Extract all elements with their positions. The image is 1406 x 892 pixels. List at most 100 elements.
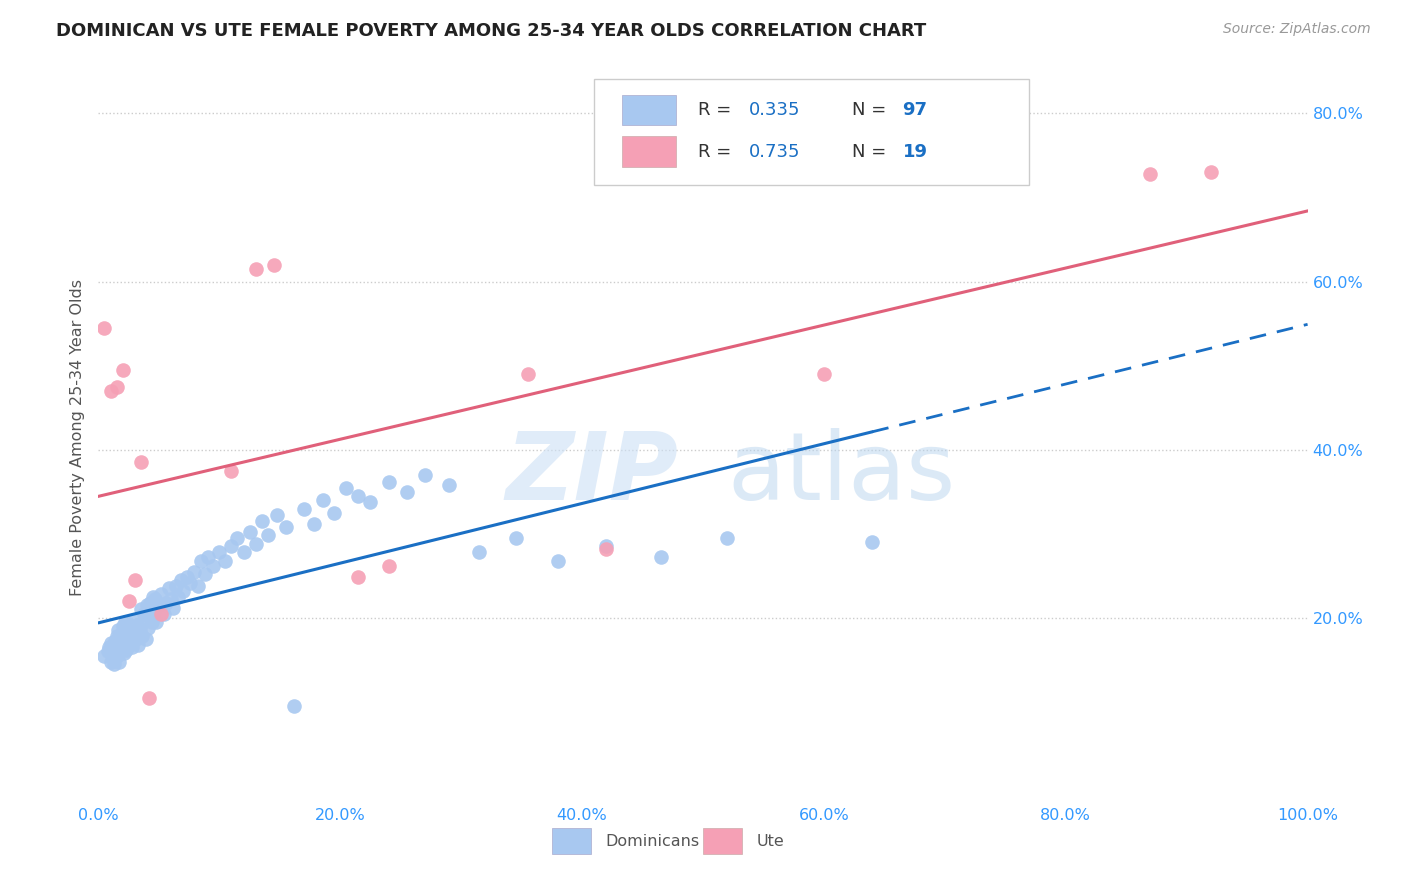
Point	[263, 258, 285, 272]
Point	[143, 592, 166, 607]
Text: 19: 19	[903, 143, 928, 161]
Point	[239, 525, 262, 540]
Point	[595, 540, 617, 554]
Point	[128, 624, 150, 638]
Point	[152, 607, 174, 621]
Point	[245, 537, 267, 551]
Point	[505, 531, 527, 545]
Point	[221, 540, 243, 554]
Point	[141, 615, 163, 629]
Point	[183, 565, 205, 579]
Point	[107, 642, 129, 657]
Point	[197, 550, 219, 565]
Point	[395, 484, 418, 499]
Point	[650, 550, 672, 565]
Point	[813, 367, 835, 381]
Point	[104, 634, 127, 648]
Point	[105, 648, 128, 663]
Point	[256, 528, 278, 542]
Point	[190, 554, 212, 568]
Point	[114, 615, 136, 629]
Point	[108, 632, 131, 646]
Point	[142, 590, 165, 604]
Point	[118, 638, 141, 652]
Point	[124, 573, 146, 587]
Point	[118, 594, 141, 608]
Point	[103, 638, 125, 652]
Y-axis label: Female Poverty Among 25-34 Year Olds: Female Poverty Among 25-34 Year Olds	[69, 278, 84, 596]
Point	[105, 379, 128, 393]
Point	[124, 626, 146, 640]
Point	[132, 615, 155, 629]
Point	[93, 648, 115, 663]
Text: R =: R =	[699, 101, 737, 120]
Text: Source: ZipAtlas.com: Source: ZipAtlas.com	[1223, 22, 1371, 37]
Point	[1199, 165, 1222, 179]
Point	[274, 520, 297, 534]
Point	[100, 646, 122, 660]
Point	[202, 558, 225, 573]
Point	[860, 535, 883, 549]
Point	[157, 582, 180, 596]
Point	[413, 467, 436, 482]
Point	[125, 632, 148, 646]
Point	[120, 629, 142, 643]
Point	[468, 545, 491, 559]
Text: 97: 97	[903, 101, 928, 120]
Point	[134, 607, 156, 621]
Text: Dominicans: Dominicans	[605, 834, 699, 848]
Point	[150, 587, 173, 601]
Point	[135, 599, 157, 613]
Text: atlas: atlas	[727, 427, 956, 520]
Text: R =: R =	[699, 143, 737, 161]
Point	[169, 573, 191, 587]
Point	[138, 609, 160, 624]
Point	[226, 531, 249, 545]
Point	[138, 690, 160, 705]
Point	[117, 624, 139, 638]
FancyBboxPatch shape	[621, 136, 676, 167]
Point	[595, 541, 617, 556]
Point	[93, 320, 115, 334]
Text: 0.735: 0.735	[749, 143, 800, 161]
Point	[323, 506, 346, 520]
Point	[162, 600, 184, 615]
Text: ZIP: ZIP	[506, 427, 679, 520]
Point	[165, 579, 187, 593]
Point	[108, 655, 131, 669]
Point	[107, 624, 129, 638]
Point	[122, 613, 145, 627]
Point	[716, 531, 738, 545]
Point	[360, 495, 382, 509]
Point	[112, 646, 135, 660]
Point	[100, 636, 122, 650]
Point	[179, 575, 201, 590]
Point	[143, 604, 166, 618]
Point	[214, 554, 236, 568]
Point	[377, 475, 399, 489]
Point	[100, 384, 122, 398]
Point	[111, 619, 134, 633]
Point	[118, 617, 141, 632]
Point	[129, 602, 152, 616]
Point	[110, 640, 132, 655]
Point	[150, 607, 173, 621]
Point	[312, 493, 335, 508]
Point	[136, 621, 159, 635]
Point	[127, 638, 149, 652]
Point	[103, 657, 125, 671]
Point	[129, 455, 152, 469]
Point	[121, 640, 143, 655]
Text: Ute: Ute	[756, 834, 785, 848]
Point	[114, 634, 136, 648]
FancyBboxPatch shape	[703, 829, 742, 854]
Point	[155, 596, 177, 610]
Point	[105, 629, 128, 643]
Point	[437, 478, 460, 492]
Point	[208, 545, 231, 559]
Point	[283, 699, 305, 714]
Point	[547, 554, 569, 568]
Point	[127, 617, 149, 632]
Point	[194, 567, 217, 582]
Text: 0.335: 0.335	[749, 101, 800, 120]
